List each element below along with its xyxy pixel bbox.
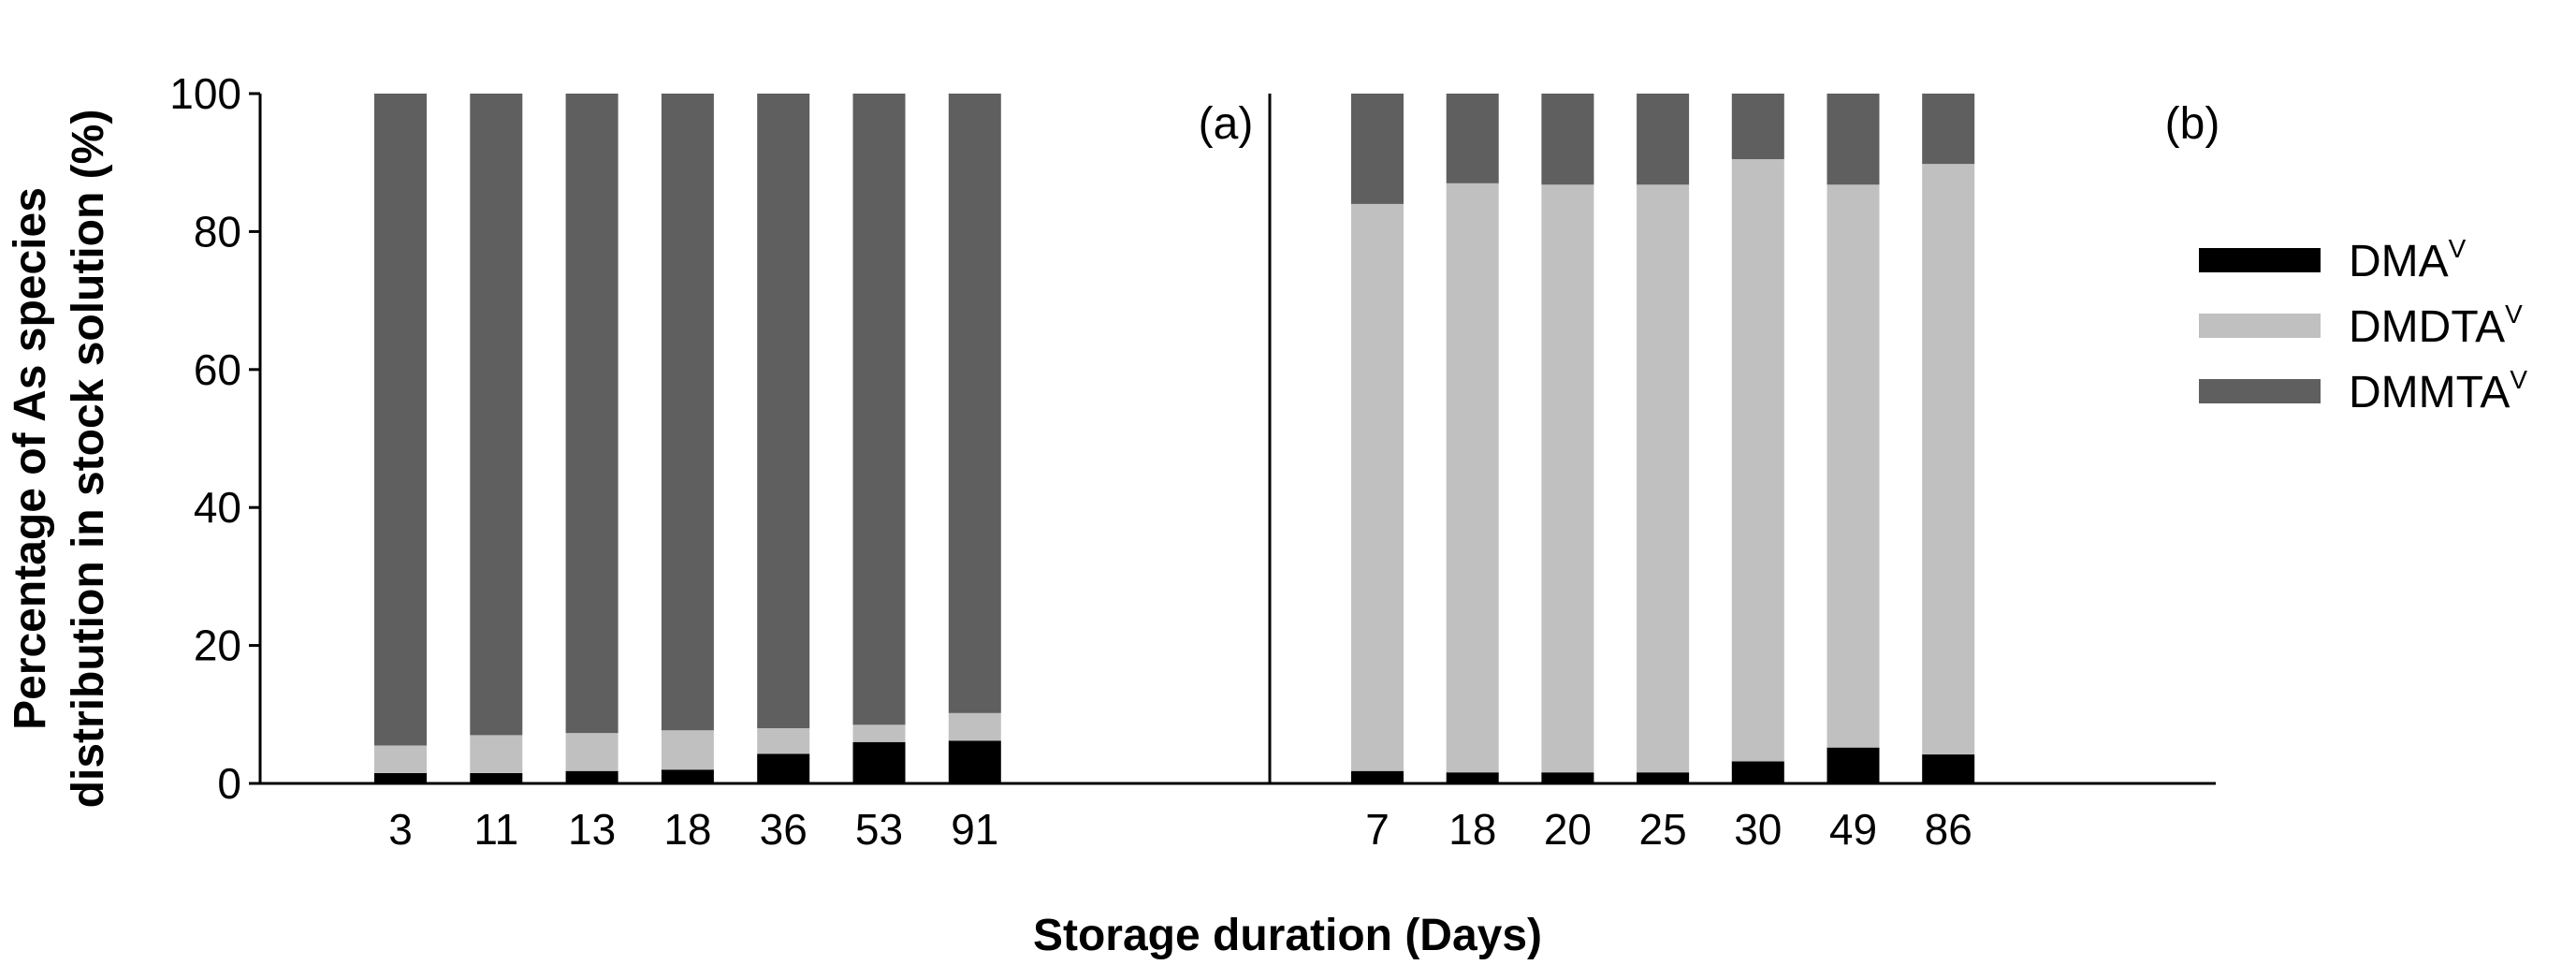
legend-label-dmdta: DMDTAV xyxy=(2349,300,2523,352)
y-tick-label-40: 40 xyxy=(194,483,241,532)
legend-swatch-dmmta xyxy=(2199,379,2321,403)
bar-b-30-dma xyxy=(1731,761,1784,783)
bar-a-18-dmmta xyxy=(661,94,714,731)
x-axis-title: Storage duration (Days) xyxy=(1033,911,1542,960)
bar-b-7-dmdta xyxy=(1351,203,1404,771)
x-tick-label-b-86: 86 xyxy=(1925,805,1972,854)
x-tick-label-a-91: 91 xyxy=(951,805,998,854)
x-tick-label-b-49: 49 xyxy=(1829,805,1877,854)
bar-a-11-dmdta xyxy=(470,735,523,773)
bars-layer xyxy=(374,94,1975,783)
bar-b-86-dma xyxy=(1922,754,1975,783)
bar-b-25-dmdta xyxy=(1637,184,1690,773)
bar-b-20-dma xyxy=(1541,772,1594,783)
bar-a-3-dma xyxy=(374,772,427,783)
y-tick-label-20: 20 xyxy=(194,621,241,670)
bar-a-36-dmdta xyxy=(757,728,810,754)
bar-b-25-dmmta xyxy=(1637,94,1690,185)
bar-a-3-dmmta xyxy=(374,94,427,746)
labels-layer: 0 20 40 60 80 100 3 11 13 18 36 53 91 7 18 20 25 30 49 86 xyxy=(169,69,1972,854)
y-tick-label-100: 100 xyxy=(169,69,241,118)
bar-b-49-dma xyxy=(1826,747,1880,783)
bar-b-7-dma xyxy=(1351,770,1404,783)
bar-a-13-dmdta xyxy=(565,733,619,771)
bar-b-49-dmmta xyxy=(1826,94,1880,185)
panel-label-b: (b) xyxy=(2165,99,2220,149)
bar-a-18-dmdta xyxy=(661,730,714,770)
y-axis-title-line2: distribution in stock solution (%) xyxy=(64,110,113,809)
bar-a-3-dmdta xyxy=(374,745,427,773)
bar-b-18-dmmta xyxy=(1446,94,1499,183)
x-tick-label-b-18: 18 xyxy=(1448,805,1496,854)
bar-a-13-dma xyxy=(565,770,619,783)
bar-a-91-dmmta xyxy=(948,94,1001,713)
bar-b-25-dma xyxy=(1637,772,1690,783)
legend-label-dmmta: DMMTAV xyxy=(2349,365,2527,417)
x-tick-label-a-11: 11 xyxy=(473,805,518,854)
bar-b-30-dmdta xyxy=(1731,159,1784,762)
bar-b-20-dmmta xyxy=(1541,94,1594,185)
panel-label-a: (a) xyxy=(1199,99,1254,149)
x-tick-label-a-3: 3 xyxy=(388,805,413,854)
x-tick-label-a-18: 18 xyxy=(663,805,711,854)
bar-a-18-dma xyxy=(661,769,714,783)
x-tick-label-b-20: 20 xyxy=(1544,805,1592,854)
bar-b-86-dmdta xyxy=(1922,164,1975,755)
legend-swatch-dma xyxy=(2199,248,2321,272)
bar-b-86-dmmta xyxy=(1922,94,1975,165)
bar-a-91-dmdta xyxy=(948,712,1001,741)
bar-a-11-dma xyxy=(470,772,523,783)
bar-a-53-dmdta xyxy=(852,724,906,742)
bar-b-20-dmdta xyxy=(1541,184,1594,773)
x-tick-label-a-36: 36 xyxy=(760,805,808,854)
bar-a-36-dmmta xyxy=(757,94,810,729)
x-tick-label-a-53: 53 xyxy=(855,805,903,854)
y-tick-label-0: 0 xyxy=(217,759,241,808)
bar-a-13-dmmta xyxy=(565,94,619,734)
bar-a-36-dma xyxy=(757,753,810,783)
x-tick-label-a-13: 13 xyxy=(568,805,616,854)
bar-b-49-dmdta xyxy=(1826,184,1880,748)
axes-layer xyxy=(249,92,2216,785)
bar-b-18-dma xyxy=(1446,772,1499,783)
y-tick-label-60: 60 xyxy=(194,345,241,394)
legend-swatch-dmdta xyxy=(2199,314,2321,338)
bar-a-91-dma xyxy=(948,740,1001,783)
bar-b-30-dmmta xyxy=(1731,94,1784,160)
x-tick-label-b-30: 30 xyxy=(1734,805,1782,854)
legend: DMAV DMDTAV DMMTAV xyxy=(2199,234,2527,417)
bar-a-53-dmmta xyxy=(852,94,906,725)
x-tick-label-b-7: 7 xyxy=(1365,805,1390,854)
bar-a-53-dma xyxy=(852,741,906,783)
x-tick-label-b-25: 25 xyxy=(1639,805,1687,854)
bar-b-7-dmmta xyxy=(1351,94,1404,204)
bar-b-18-dmdta xyxy=(1446,183,1499,773)
legend-label-dma: DMAV xyxy=(2349,234,2467,286)
y-axis-title-line1: Percentage of As species xyxy=(6,187,55,730)
bar-a-11-dmmta xyxy=(470,94,523,736)
y-tick-label-80: 80 xyxy=(194,207,241,256)
